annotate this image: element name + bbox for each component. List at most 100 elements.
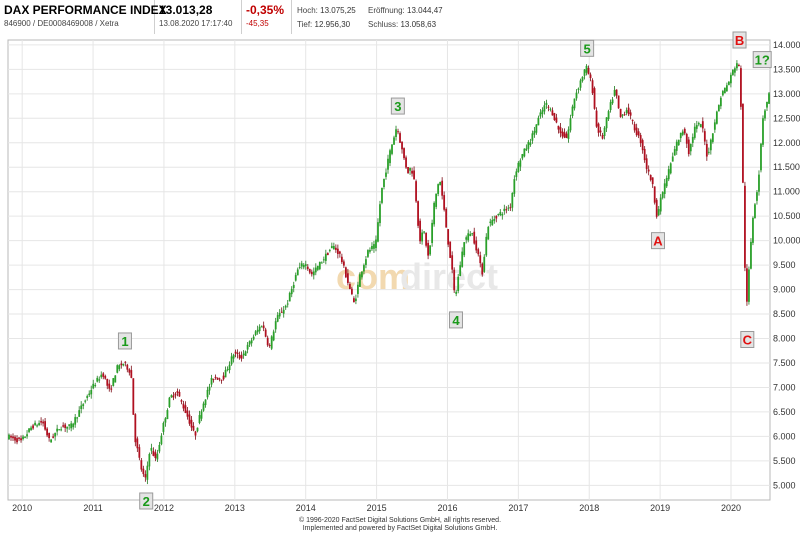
candle bbox=[435, 193, 438, 210]
candle bbox=[631, 119, 634, 125]
candle bbox=[707, 147, 710, 155]
candle bbox=[495, 215, 498, 223]
candle bbox=[481, 262, 484, 277]
candle bbox=[585, 64, 588, 76]
candle bbox=[220, 379, 223, 384]
candle bbox=[186, 407, 189, 420]
candle bbox=[659, 194, 662, 215]
candle bbox=[162, 421, 165, 435]
candle bbox=[276, 312, 279, 323]
candle bbox=[677, 139, 680, 146]
candle bbox=[487, 225, 490, 240]
wave-label-text: 3 bbox=[394, 99, 401, 114]
candle bbox=[405, 155, 407, 169]
candle bbox=[754, 203, 756, 219]
powered-by-line: Implemented and powered by FactSet Digit… bbox=[302, 525, 498, 532]
candle bbox=[599, 126, 602, 137]
candle bbox=[517, 161, 520, 173]
candle bbox=[308, 268, 311, 275]
instrument-cell: DAX PERFORMANCE INDEX 846900 / DE0008469… bbox=[0, 0, 167, 34]
y-tick-label: 14.000 bbox=[773, 40, 800, 50]
candle bbox=[721, 89, 724, 97]
candle bbox=[595, 107, 598, 128]
candle bbox=[242, 350, 245, 359]
candle bbox=[589, 72, 592, 82]
candle bbox=[461, 247, 464, 268]
candle bbox=[324, 249, 327, 265]
candle bbox=[98, 376, 101, 383]
candle bbox=[527, 140, 530, 154]
candle bbox=[613, 86, 616, 97]
candle bbox=[409, 167, 411, 175]
candle bbox=[431, 219, 434, 247]
candle bbox=[541, 107, 544, 118]
wave-label: C bbox=[740, 330, 755, 348]
candle bbox=[336, 244, 339, 259]
candle bbox=[230, 352, 233, 366]
x-axis: 2010 2011 2012 2013 2014 2015 2016 2017 2018 2019… bbox=[12, 503, 741, 513]
candle bbox=[623, 111, 626, 116]
candle bbox=[64, 422, 67, 432]
candle bbox=[725, 82, 728, 92]
y-tick-label: 8.000 bbox=[773, 334, 796, 344]
candle bbox=[228, 361, 231, 374]
candle bbox=[744, 181, 746, 272]
candle bbox=[240, 351, 243, 362]
candle bbox=[164, 417, 167, 427]
candle bbox=[252, 334, 255, 341]
change-percent: -0,35% bbox=[246, 3, 285, 17]
candle bbox=[210, 374, 213, 388]
candle bbox=[116, 364, 119, 374]
y-tick-label: 10.000 bbox=[773, 236, 800, 246]
candle bbox=[433, 201, 436, 227]
candle bbox=[617, 95, 620, 109]
candle bbox=[691, 133, 694, 148]
candle bbox=[723, 87, 726, 94]
candle bbox=[425, 232, 427, 248]
wave-label: B bbox=[732, 31, 747, 49]
candle bbox=[533, 126, 536, 138]
candle bbox=[713, 119, 716, 133]
candle bbox=[192, 422, 195, 432]
candle bbox=[102, 372, 105, 380]
candle bbox=[10, 434, 12, 441]
candle bbox=[417, 200, 419, 229]
wave-label: 1? bbox=[752, 51, 772, 69]
candle bbox=[421, 229, 423, 245]
candle bbox=[300, 260, 303, 270]
y-tick-label: 11.500 bbox=[773, 162, 800, 172]
candle bbox=[322, 256, 325, 263]
y-tick-label: 13.500 bbox=[773, 64, 800, 74]
candle bbox=[342, 259, 345, 269]
candle bbox=[764, 108, 766, 121]
candle bbox=[320, 261, 323, 264]
candle bbox=[543, 101, 546, 115]
candle bbox=[258, 324, 261, 334]
candle bbox=[575, 89, 578, 101]
candle bbox=[118, 364, 121, 372]
candle bbox=[188, 410, 191, 426]
candle bbox=[491, 216, 494, 226]
wave-label-text: A bbox=[653, 234, 663, 249]
candle bbox=[689, 143, 692, 156]
candle bbox=[559, 123, 562, 138]
candle bbox=[687, 136, 690, 157]
candle bbox=[537, 115, 540, 126]
candle bbox=[36, 423, 38, 428]
candle bbox=[419, 218, 421, 245]
candle bbox=[160, 433, 163, 446]
last-price: 13.013,28 bbox=[159, 3, 213, 17]
candle bbox=[593, 86, 596, 110]
x-tick-label: 2012 bbox=[154, 503, 174, 513]
candlestick-series bbox=[8, 60, 770, 485]
wave-label: 1 bbox=[117, 332, 132, 350]
candle bbox=[144, 470, 147, 482]
candle bbox=[579, 78, 582, 91]
candle bbox=[106, 378, 109, 390]
candle bbox=[100, 371, 103, 379]
candle bbox=[569, 114, 572, 133]
candle bbox=[525, 144, 528, 152]
candle bbox=[216, 377, 219, 381]
candle bbox=[411, 167, 413, 177]
candle bbox=[555, 113, 558, 124]
